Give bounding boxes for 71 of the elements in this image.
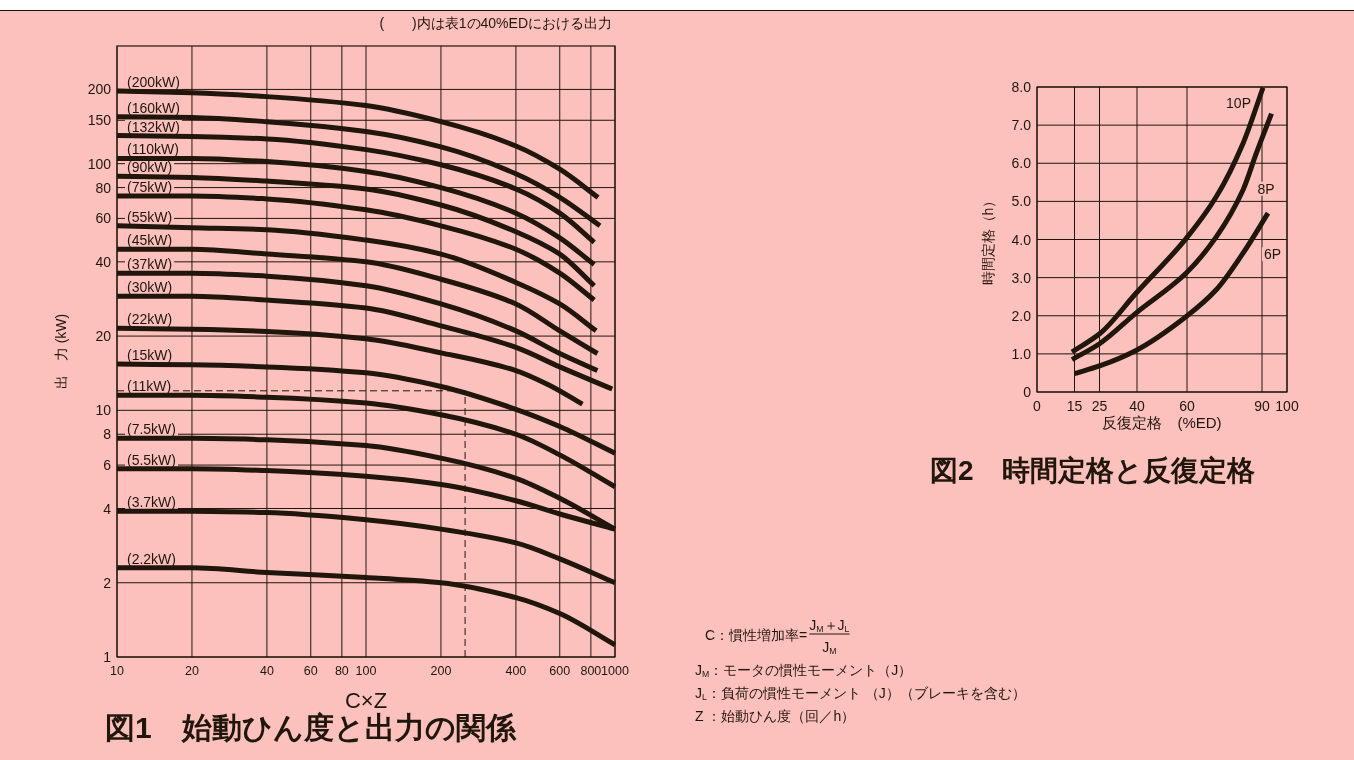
x-tick-label: 60 xyxy=(303,663,318,678)
text: J$_{M}$＋J$_{L}$ xyxy=(809,617,850,634)
x-tick-label: 100 xyxy=(355,663,377,678)
series-label: (7.5kW) xyxy=(127,421,176,438)
x-tick-label: 1000 xyxy=(601,663,629,678)
text: 図1 始動ひん度と出力の関係 xyxy=(105,711,517,744)
y-tick-label: 3.0 xyxy=(1011,269,1032,286)
y-tick-label: 4 xyxy=(103,500,112,517)
y-tick-label: 2 xyxy=(103,574,112,591)
y-tick-label: 4.0 xyxy=(1011,231,1032,248)
y-tick-label: 6 xyxy=(103,457,112,474)
x-tick-label: 90 xyxy=(1254,398,1270,414)
y-tick-label: 80 xyxy=(95,179,112,196)
x-axis-title: C×Z xyxy=(344,688,388,713)
y-axis-title: 時間定格（h） xyxy=(980,193,996,286)
x-tick-label: 20 xyxy=(185,663,199,678)
x-tick-label: 800 xyxy=(580,663,602,678)
x-tick-label: 0 xyxy=(1033,398,1042,414)
x-tick-label: 25 xyxy=(1091,398,1108,414)
x-tick-label: 600 xyxy=(549,663,571,678)
y-tick-label: 60 xyxy=(95,210,112,227)
series-label: (90kW) xyxy=(127,159,173,176)
series-label: (3.7kW) xyxy=(127,494,176,511)
series-label: (55kW) xyxy=(127,208,173,225)
y-tick-label: 100 xyxy=(87,155,112,172)
x-tick-label: 80 xyxy=(334,663,349,678)
text: J$_{L}$：負荷の慣性モーメント （J）（ブレーキを含む） xyxy=(695,685,1026,702)
y-tick-label: 5.0 xyxy=(1011,193,1032,210)
x-tick-label: 200 xyxy=(430,663,452,678)
series-label: (5.5kW) xyxy=(127,451,176,468)
series-label: (132kW) xyxy=(127,118,180,135)
text: Z ：始動ひん度（回／h） xyxy=(695,708,856,724)
y-tick-label: 2.0 xyxy=(1011,307,1032,324)
y-tick-label: 7.0 xyxy=(1011,117,1032,134)
x-tick-label: 40 xyxy=(1129,398,1145,414)
series-label: (22kW) xyxy=(127,311,173,328)
y-tick-label: 20 xyxy=(95,328,112,345)
y-tick-label: 40 xyxy=(95,253,112,270)
x-tick-label: 60 xyxy=(1179,398,1195,414)
text: J$_{M}$ xyxy=(822,639,837,656)
x-tick-label: 40 xyxy=(259,663,274,678)
series-label: 10P xyxy=(1226,94,1251,111)
series-label: 6P xyxy=(1264,246,1282,263)
y-tick-label: 0 xyxy=(1023,384,1032,401)
text: C：慣性増加率= xyxy=(705,627,808,643)
y-tick-label: 1 xyxy=(103,649,112,666)
series-label: (15kW) xyxy=(127,347,173,364)
y-tick-label: 6.0 xyxy=(1011,155,1032,172)
series-label: (37kW) xyxy=(127,256,173,273)
y-tick-label: 8.0 xyxy=(1011,79,1032,96)
y-tick-label: 200 xyxy=(87,81,112,98)
chart-subtitle: ( )内は表1の40%EDにおける出力 xyxy=(379,15,612,31)
series-label: (11kW) xyxy=(127,378,172,395)
x-axis-title: 反復定格 (%ED) xyxy=(1102,414,1222,431)
text: 図2 時間定格と反復定格 xyxy=(930,455,1255,486)
y-tick-label: 150 xyxy=(87,112,112,129)
series-label: (45kW) xyxy=(127,232,173,249)
y-axis-title: 出 力 (kW) xyxy=(53,313,69,390)
x-tick-label: 100 xyxy=(1275,398,1299,414)
series-label: (2.2kW) xyxy=(127,550,176,567)
y-tick-label: 1.0 xyxy=(1011,345,1032,362)
series-label: (75kW) xyxy=(127,178,173,195)
series-label: (110kW) xyxy=(127,141,179,158)
y-tick-label: 8 xyxy=(103,426,112,443)
series-label: 8P xyxy=(1257,180,1275,197)
x-tick-label: 15 xyxy=(1066,398,1083,414)
text: J$_{M}$：モータの慣性モーメント（J） xyxy=(695,662,913,679)
series-label: (30kW) xyxy=(127,279,173,296)
series-label: (160kW) xyxy=(127,99,180,116)
x-tick-label: 400 xyxy=(505,663,527,678)
series-label: (200kW) xyxy=(127,74,180,91)
